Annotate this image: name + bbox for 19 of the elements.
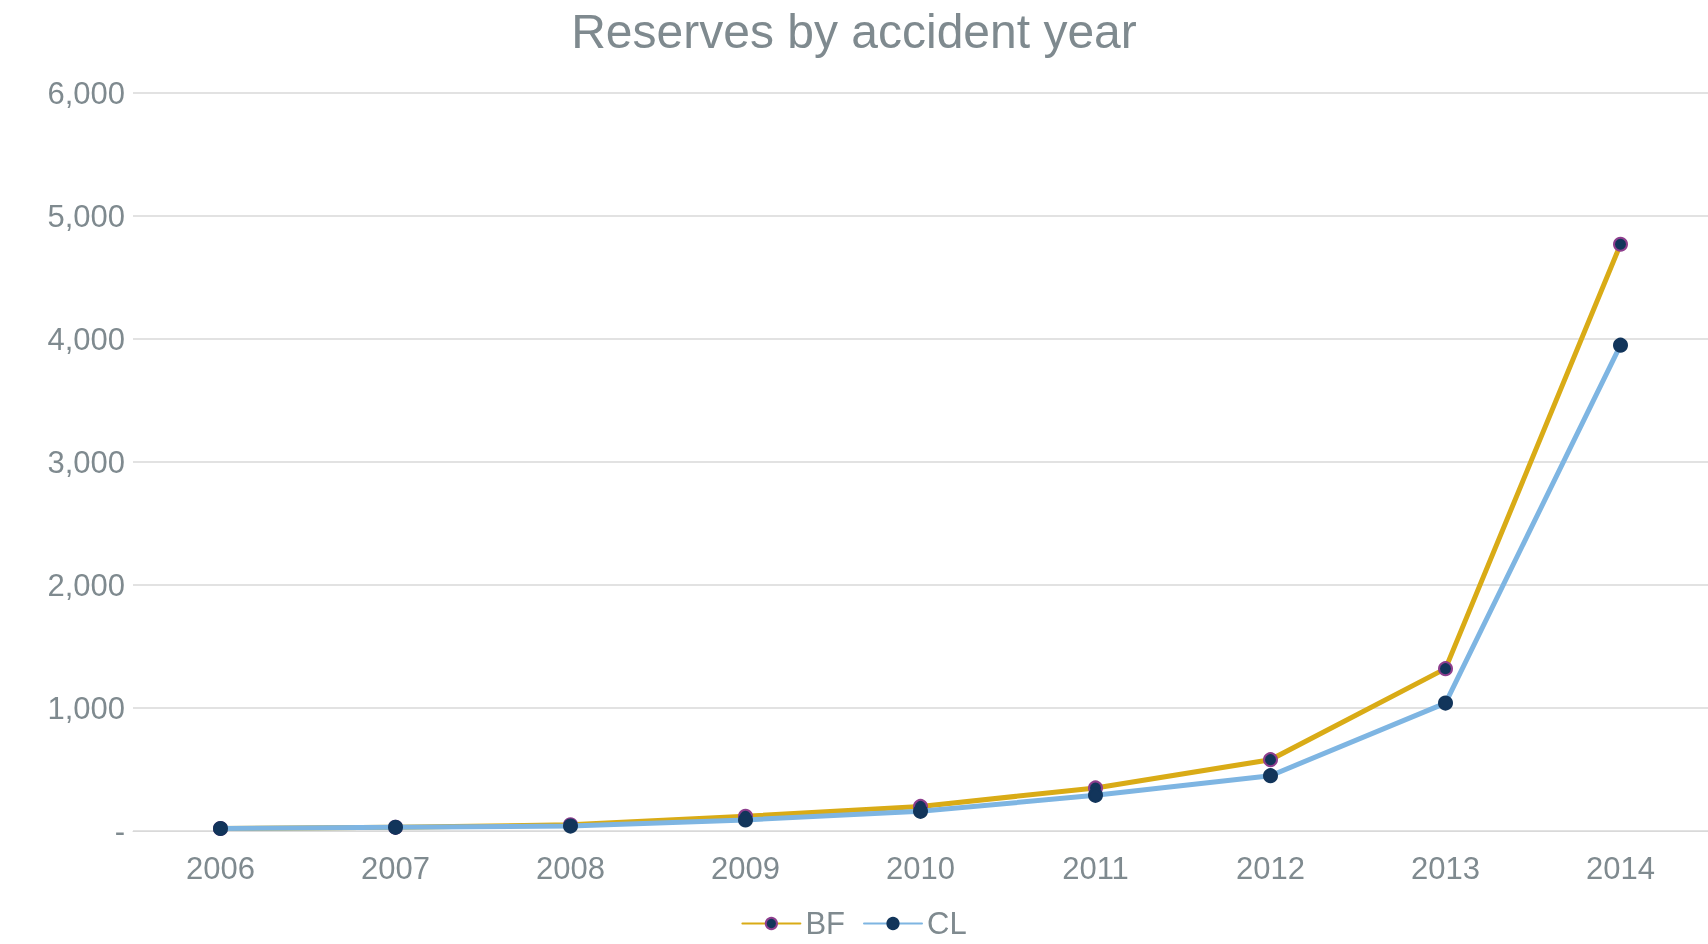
y-tick-label: - bbox=[114, 813, 125, 849]
x-tick-label: 2012 bbox=[1236, 851, 1305, 886]
y-tick-label: 1,000 bbox=[47, 690, 125, 726]
x-tick-label: 2010 bbox=[886, 851, 955, 886]
y-tick-label: 5,000 bbox=[47, 198, 125, 234]
chart-title: Reserves by accident year bbox=[571, 4, 1137, 58]
legend-label: BF bbox=[805, 906, 845, 941]
x-tick-label: 2008 bbox=[536, 851, 605, 886]
x-tick-label: 2011 bbox=[1062, 851, 1129, 886]
x-tick-label: 2013 bbox=[1411, 851, 1480, 886]
legend-label: CL bbox=[926, 906, 967, 941]
x-tick-label: 2009 bbox=[711, 851, 780, 886]
x-tick-label: 2014 bbox=[1586, 851, 1655, 886]
y-tick-label: 3,000 bbox=[47, 444, 125, 480]
y-tick-label: 6,000 bbox=[47, 75, 125, 111]
y-tick-label: 4,000 bbox=[47, 321, 125, 357]
y-tick-label: 2,000 bbox=[47, 567, 125, 603]
x-tick-label: 2006 bbox=[186, 851, 255, 886]
x-tick-label: 2007 bbox=[361, 851, 430, 886]
